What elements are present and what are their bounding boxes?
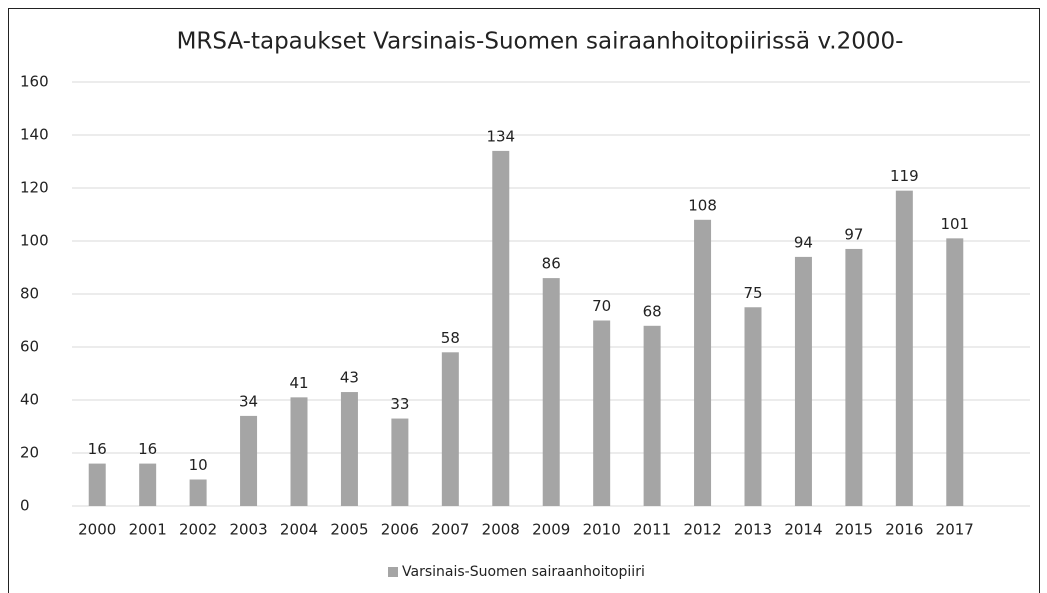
y-tick-label: 120 [20,179,49,197]
data-label: 97 [844,225,863,243]
data-label: 108 [688,196,717,214]
data-label: 34 [239,392,258,410]
bar [139,463,157,506]
chart-border [8,8,1040,593]
x-tick-label: 2014 [784,521,822,539]
data-label: 70 [592,297,611,315]
data-label: 58 [441,329,460,347]
x-tick-label: 2004 [280,521,318,539]
x-tick-label: 2006 [381,521,419,539]
bar [794,256,812,506]
data-label: 101 [940,215,969,233]
data-label: 43 [340,369,359,387]
data-label: 10 [189,456,208,474]
bar [240,415,258,506]
x-tick-label: 2002 [179,521,217,539]
bar [492,150,510,506]
x-tick-label: 2011 [633,521,671,539]
x-tick-label: 2015 [835,521,873,539]
bar [744,307,762,506]
data-label: 33 [390,395,409,413]
data-label: 94 [794,233,813,251]
x-tick-label: 2013 [734,521,772,539]
data-label: 16 [88,440,107,458]
bar [290,397,308,506]
bar [542,278,560,506]
x-tick-label: 2017 [936,521,974,539]
y-tick-label: 40 [20,391,39,409]
x-tick-label: 2005 [330,521,368,539]
legend-label: Varsinais-Suomen sairaanhoitopiiri [402,564,645,580]
bar [189,479,207,506]
data-label: 41 [289,374,308,392]
bar [946,238,964,506]
x-tick-label: 2007 [431,521,469,539]
x-tick-label: 2016 [885,521,923,539]
bar [694,219,712,507]
y-tick-label: 100 [20,232,49,250]
data-label: 134 [486,127,515,145]
x-tick-label: 2008 [482,521,520,539]
data-label: 16 [138,440,157,458]
y-tick-label: 60 [20,338,39,356]
bar [441,352,459,506]
bar [845,248,863,506]
x-tick-label: 2012 [683,521,721,539]
bar [593,320,611,506]
bar [88,463,106,506]
data-label: 86 [542,255,561,273]
y-tick-label: 0 [20,497,30,515]
bar [391,418,409,506]
y-tick-label: 80 [20,285,39,303]
y-tick-label: 140 [20,126,49,144]
x-tick-label: 2001 [129,521,167,539]
bar [895,190,913,506]
x-tick-label: 2010 [583,521,621,539]
legend-swatch [388,567,398,577]
data-label: 119 [890,167,919,185]
bar [643,325,661,506]
x-tick-label: 2003 [229,521,267,539]
x-tick-label: 2009 [532,521,570,539]
data-label: 75 [743,284,762,302]
bar [340,392,358,506]
chart-title: MRSA-tapaukset Varsinais-Suomen sairaanh… [177,29,904,55]
x-tick-label: 2000 [78,521,116,539]
y-tick-label: 20 [20,444,39,462]
y-tick-label: 160 [20,73,49,91]
data-label: 68 [643,302,662,320]
